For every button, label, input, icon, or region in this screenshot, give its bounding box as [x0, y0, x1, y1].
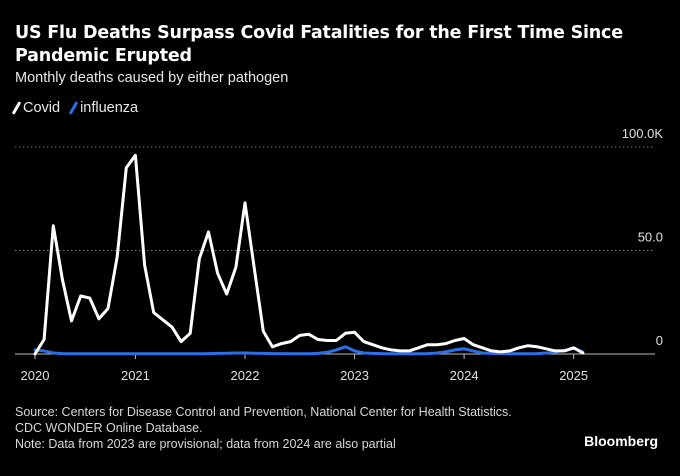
- y-tick-label: 100.0K: [622, 126, 664, 141]
- legend-label-influenza: influenza: [80, 100, 139, 116]
- y-tick-label: 0: [656, 333, 663, 348]
- chart-subtitle: Monthly deaths caused by either pathogen: [15, 70, 289, 86]
- source-note: Source: Centers for Disease Control and …: [15, 405, 512, 435]
- legend-label-covid: Covid: [23, 100, 61, 116]
- legend: Covid influenza: [11, 100, 139, 116]
- legend-item-covid: Covid: [11, 100, 61, 116]
- y-tick-label: 50.0: [638, 230, 663, 245]
- x-tick-label: 2021: [121, 368, 150, 383]
- line-chart: 0 50.0 100.0K 2020 2021 2022 2023 2024 2025: [15, 126, 664, 383]
- data-note: Note: Data from 2023 are provisional; da…: [15, 437, 396, 451]
- x-tick-label: 2023: [340, 368, 369, 383]
- legend-item-influenza: influenza: [68, 100, 139, 116]
- footer: Source: Centers for Disease Control and …: [15, 404, 535, 452]
- x-tick-label: 2022: [231, 368, 260, 383]
- x-tick-label: 2020: [21, 368, 50, 383]
- bloomberg-logo: Bloomberg: [584, 433, 658, 449]
- chart-title: US Flu Deaths Surpass Covid Fatalities f…: [15, 23, 623, 66]
- x-tick-label: 2025: [559, 368, 588, 383]
- x-tick-label: 2024: [450, 368, 479, 383]
- series-line-covid: [33, 153, 585, 356]
